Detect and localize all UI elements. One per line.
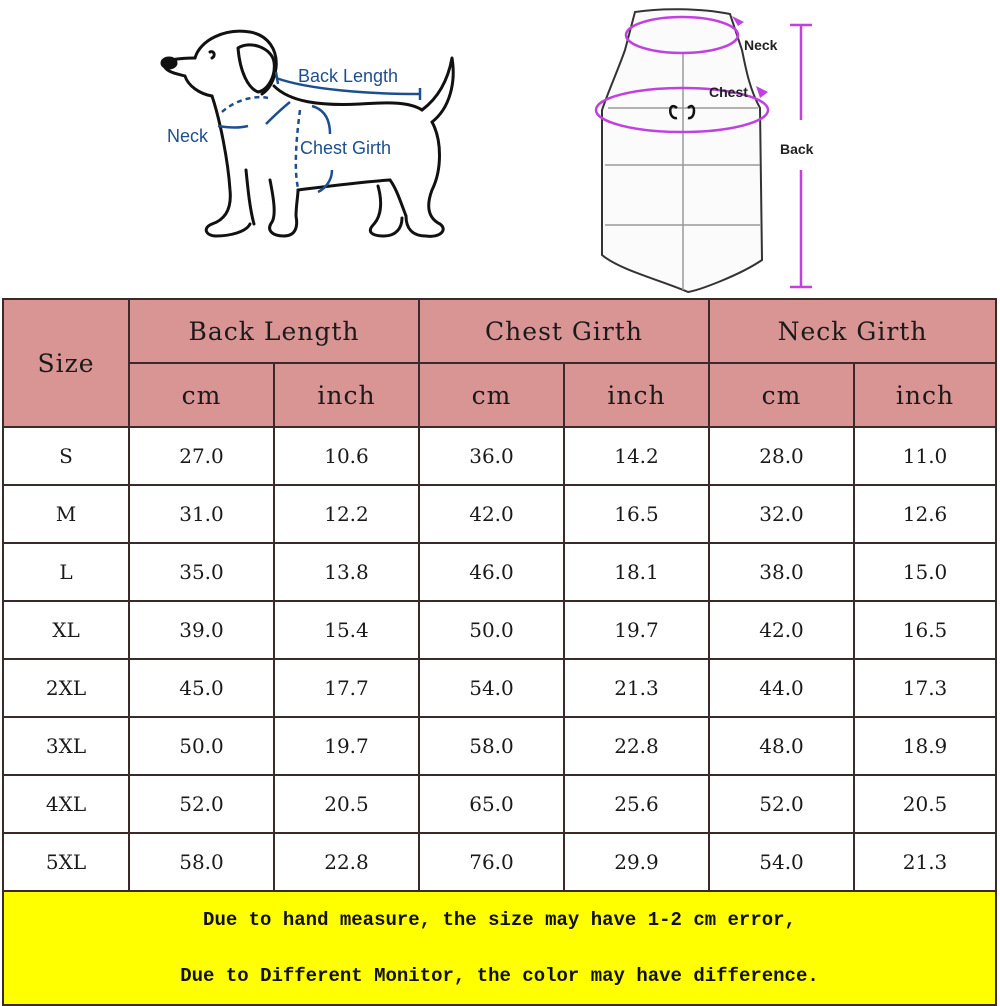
dog-measurement-icon: [160, 29, 455, 238]
header-row-groups: Size Back Length Chest Girth Neck Girth: [2, 298, 998, 428]
size-cell: M: [2, 484, 130, 544]
group-header-back-length: Back Length: [128, 298, 420, 364]
value-cell: 45.0: [128, 658, 275, 718]
value-cell: 16.5: [853, 600, 998, 660]
value-cell: 25.6: [562, 774, 711, 834]
value-cell: 22.8: [562, 716, 711, 776]
unit-header: inch: [853, 362, 998, 428]
size-cell: 4XL: [2, 774, 130, 834]
value-cell: 18.9: [853, 716, 998, 776]
note-line-color: Due to Different Monitor, the color may …: [180, 965, 819, 987]
size-cell: XL: [2, 600, 130, 660]
size-cell: L: [2, 542, 130, 602]
vest-measurement-icon: [594, 8, 812, 294]
value-cell: 14.2: [562, 426, 711, 486]
value-cell: 58.0: [418, 716, 565, 776]
table-row: S 27.0 10.6 36.0 14.2 28.0 11.0: [2, 426, 998, 486]
value-cell: 46.0: [418, 542, 565, 602]
size-cell: 5XL: [2, 832, 130, 892]
value-cell: 36.0: [418, 426, 565, 486]
vest-label-chest: Chest: [709, 84, 748, 100]
value-cell: 22.8: [273, 832, 420, 892]
value-cell: 20.5: [853, 774, 998, 834]
table-row: L 35.0 13.8 46.0 18.1 38.0 15.0: [2, 542, 998, 602]
value-cell: 50.0: [418, 600, 565, 660]
value-cell: 42.0: [708, 600, 856, 660]
unit-header: inch: [562, 362, 711, 428]
table-row: 5XL 58.0 22.8 76.0 29.9 54.0 21.3: [2, 832, 998, 892]
value-cell: 31.0: [128, 484, 275, 544]
value-cell: 52.0: [128, 774, 275, 834]
table-row: XL 39.0 15.4 50.0 19.7 42.0 16.5: [2, 600, 998, 660]
value-cell: 21.3: [562, 658, 711, 718]
group-header-neck-girth: Neck Girth: [708, 298, 998, 364]
size-chart-table: Size Back Length Chest Girth Neck Girth …: [1, 298, 998, 1006]
value-cell: 52.0: [708, 774, 856, 834]
value-cell: 32.0: [708, 484, 856, 544]
table-row: 4XL 52.0 20.5 65.0 25.6 52.0 20.5: [2, 774, 998, 834]
value-cell: 12.2: [273, 484, 420, 544]
value-cell: 11.0: [853, 426, 998, 486]
value-cell: 48.0: [708, 716, 856, 776]
value-cell: 65.0: [418, 774, 565, 834]
note-line-measure: Due to hand measure, the size may have 1…: [203, 909, 796, 931]
value-cell: 39.0: [128, 600, 275, 660]
value-cell: 42.0: [418, 484, 565, 544]
size-cell: 2XL: [2, 658, 130, 718]
value-cell: 10.6: [273, 426, 420, 486]
table-row: 2XL 45.0 17.7 54.0 21.3 44.0 17.3: [2, 658, 998, 718]
vest-label-back: Back: [780, 141, 814, 157]
value-cell: 16.5: [562, 484, 711, 544]
table-row: M 31.0 12.2 42.0 16.5 32.0 12.6: [2, 484, 998, 544]
value-cell: 17.3: [853, 658, 998, 718]
value-cell: 54.0: [418, 658, 565, 718]
value-cell: 29.9: [562, 832, 711, 892]
group-header-chest-girth: Chest Girth: [417, 298, 711, 364]
value-cell: 19.7: [273, 716, 420, 776]
value-cell: 76.0: [418, 832, 565, 892]
value-cell: 18.1: [562, 542, 711, 602]
value-cell: 27.0: [128, 426, 275, 486]
header-row-units: cm inch cm inch cm inch: [3, 362, 998, 428]
size-cell: 3XL: [2, 716, 130, 776]
value-cell: 15.0: [853, 542, 998, 602]
dog-label-neck: Neck: [167, 126, 209, 146]
value-cell: 19.7: [562, 600, 711, 660]
value-cell: 12.6: [853, 484, 998, 544]
unit-header: cm: [708, 362, 856, 428]
value-cell: 20.5: [273, 774, 420, 834]
notes-row: Due to hand measure, the size may have 1…: [1, 890, 998, 1006]
unit-header: inch: [273, 362, 420, 428]
size-header: Size: [2, 298, 130, 428]
value-cell: 28.0: [708, 426, 856, 486]
value-cell: 35.0: [128, 542, 275, 602]
value-cell: 17.7: [273, 658, 420, 718]
value-cell: 15.4: [273, 600, 420, 660]
disclaimer-note: Due to hand measure, the size may have 1…: [1, 890, 998, 1006]
unit-header: cm: [128, 362, 275, 428]
value-cell: 58.0: [128, 832, 275, 892]
value-cell: 50.0: [128, 716, 275, 776]
value-cell: 54.0: [708, 832, 856, 892]
size-cell: S: [2, 426, 130, 486]
value-cell: 44.0: [708, 658, 856, 718]
value-cell: 21.3: [853, 832, 998, 892]
value-cell: 13.8: [273, 542, 420, 602]
measurement-illustrations: Back Length Neck Chest Girth: [0, 0, 1000, 298]
table-row: 3XL 50.0 19.7 58.0 22.8 48.0 18.9: [2, 716, 998, 776]
value-cell: 38.0: [708, 542, 856, 602]
dog-label-chest-girth: Chest Girth: [300, 138, 392, 158]
unit-header: cm: [418, 362, 565, 428]
vest-label-neck: Neck: [744, 37, 778, 53]
dog-label-back-length: Back Length: [298, 66, 399, 86]
